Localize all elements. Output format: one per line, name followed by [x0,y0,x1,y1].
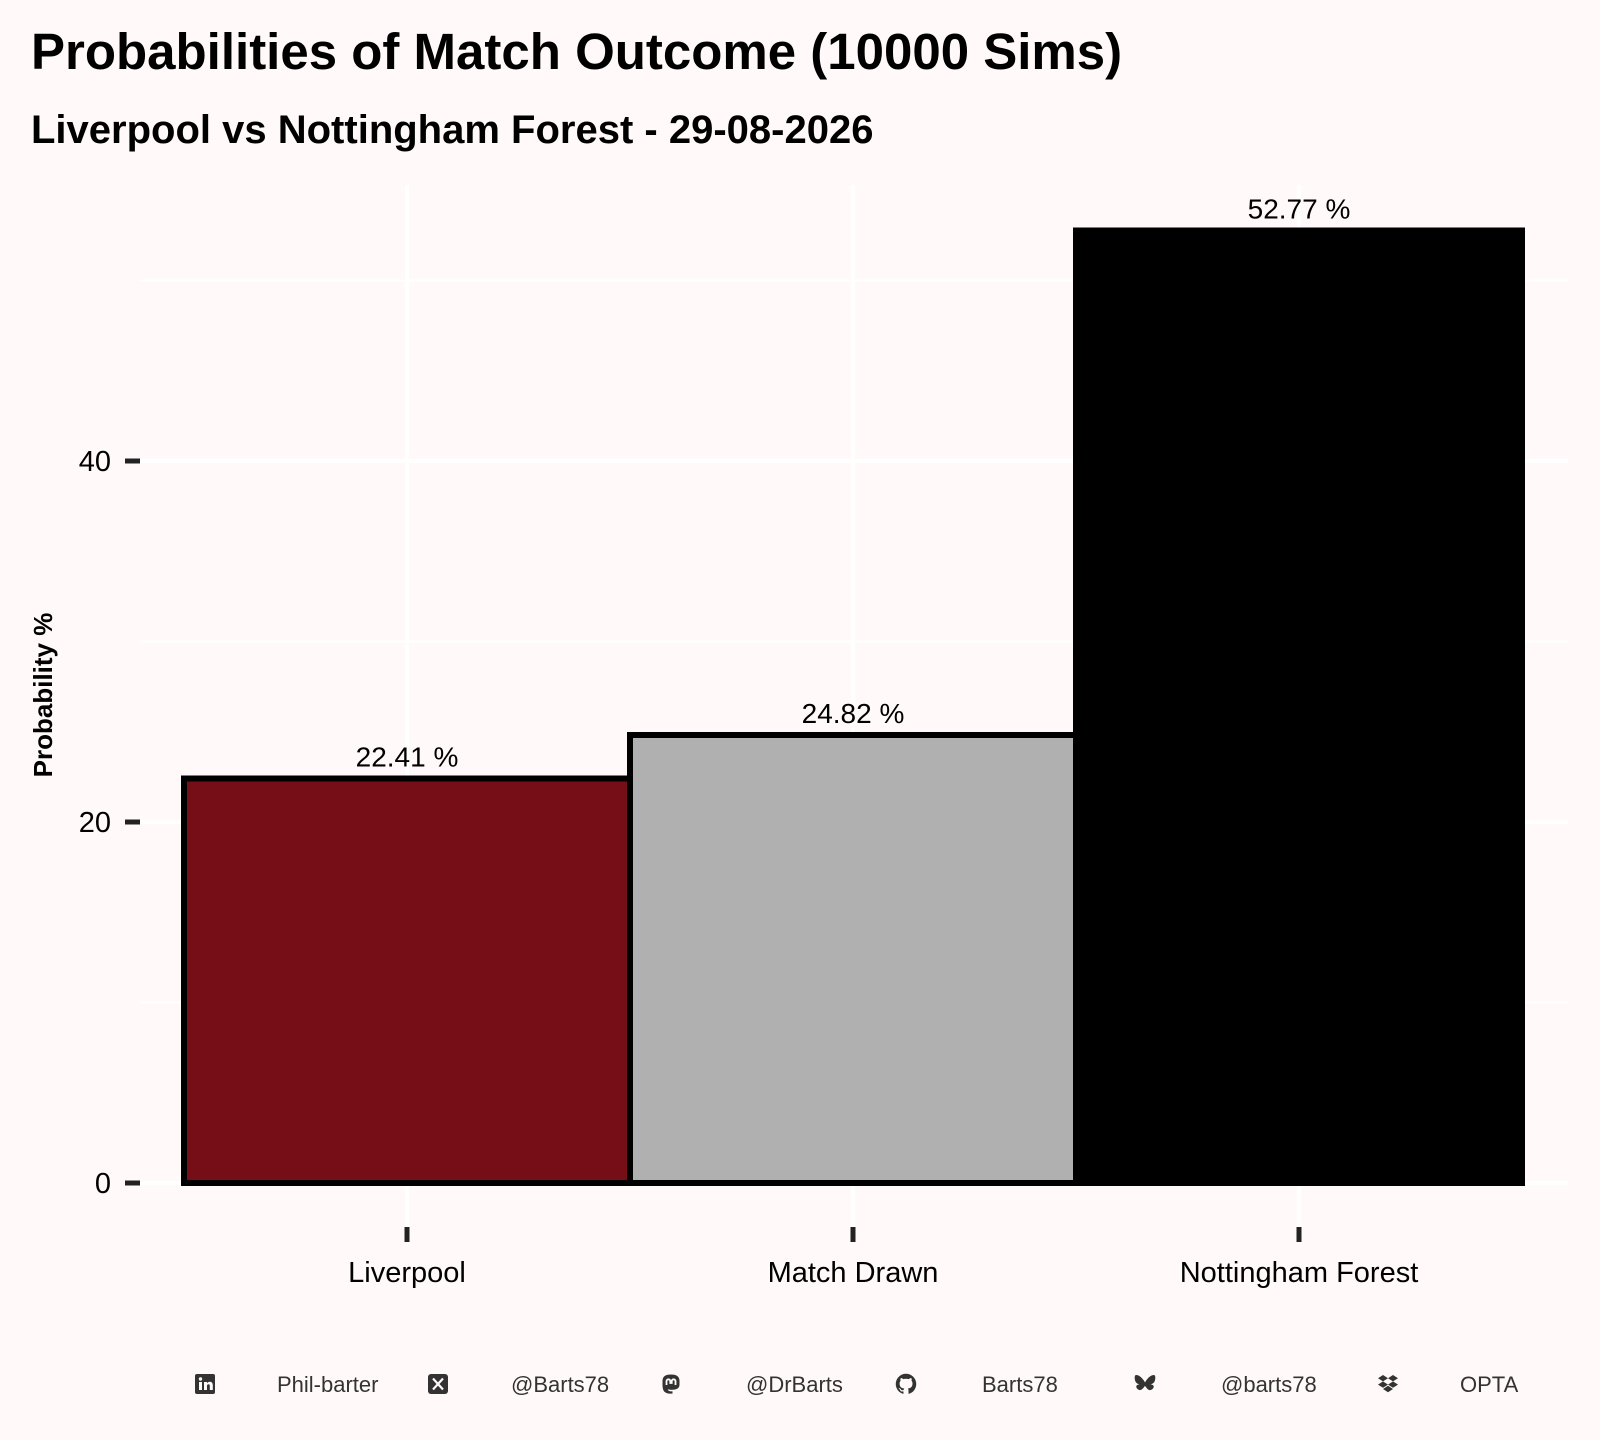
y-axis-label: Probability % [28,613,58,778]
footer-credits: Phil-barter @Barts78 @DrBarts Barts78 @barts… [0,1372,1600,1412]
bar-value-label: 22.41 % [356,741,459,772]
y-tick-label: 20 [79,807,111,839]
bar-value-label: 52.77 % [1248,194,1351,225]
footer-credit-text: OPTA [1460,1372,1519,1397]
footer-credit-text: @barts78 [1221,1372,1317,1397]
chart-title: Probabilities of Match Outcome (10000 Si… [31,23,1123,80]
github-icon [894,1372,918,1396]
bar-1 [627,731,1079,1187]
footer-credit-text: @DrBarts [746,1372,843,1397]
y-axis: 0 20 40 [79,446,140,1200]
bluesky-icon [1131,1372,1156,1396]
footer-credit-text: Phil-barter [277,1372,379,1397]
bars [181,227,1525,1187]
footer-credit-text: Barts78 [982,1372,1058,1397]
y-tick-label: 40 [79,446,111,478]
x-twitter-icon [426,1372,450,1396]
x-tick-label: Nottingham Forest [1180,1257,1419,1289]
chart-subtitle: Liverpool vs Nottingham Forest - 29-08-2… [31,108,874,152]
footer-credit-text: @Barts78 [511,1372,610,1397]
y-tick-label: 0 [95,1168,111,1200]
mastodon-icon [659,1372,683,1396]
x-tick-label: Match Drawn [768,1257,939,1289]
bar-value-labels: 22.41 % 24.82 % 52.77 % [356,194,1351,773]
linkedin-icon [193,1372,217,1396]
x-tick-label: Liverpool [348,1257,466,1289]
bar-value-label: 24.82 % [802,698,905,729]
dropbox-icon [1376,1372,1400,1396]
bar-0 [181,775,633,1186]
bar-chart: 22.41 % 24.82 % 52.77 % 0 20 40 Liverpool Mat… [28,193,1525,1289]
bar-2 [1073,227,1525,1186]
x-axis: Liverpool Match Drawn Nottingham Forest [348,1227,1418,1289]
